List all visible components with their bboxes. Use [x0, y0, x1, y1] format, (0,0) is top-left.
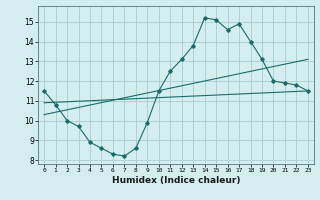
X-axis label: Humidex (Indice chaleur): Humidex (Indice chaleur) [112, 176, 240, 185]
